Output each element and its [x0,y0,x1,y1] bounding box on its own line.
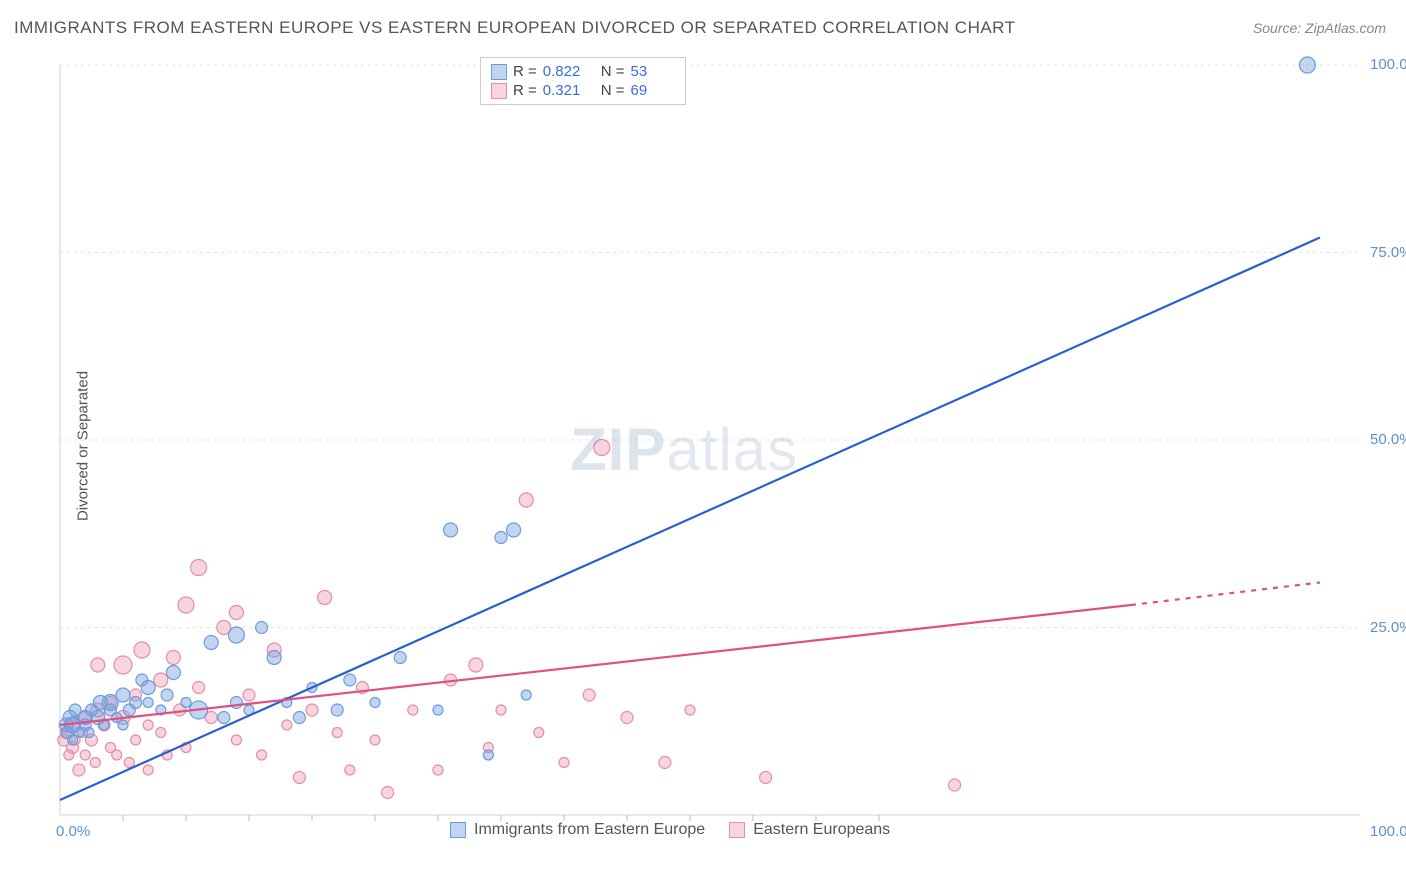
stats-text: 0.822 [543,63,587,80]
stats-row: R = 0.822 N = 53 [491,62,675,81]
stats-row: R = 0.321 N = 69 [491,81,675,100]
stats-text: R = [513,82,537,99]
series-legend: Immigrants from Eastern Europe Eastern Eu… [450,821,890,839]
source-attribution: Source: ZipAtlas.com [1253,20,1386,36]
correlation-stats-box: R = 0.822 N = 53 R = 0.321 N = 69 [480,57,686,105]
scatter-chart [50,55,1370,835]
chart-title: IMMIGRANTS FROM EASTERN EUROPE VS EASTER… [14,18,1016,38]
stats-text: N = [601,63,625,80]
axis-tick-label: 50.0% [1370,431,1406,448]
legend-swatch-icon [729,822,745,838]
legend-swatch-icon [450,822,466,838]
series-swatch-icon [491,64,507,80]
legend-label: Eastern Europeans [753,821,890,839]
axis-tick-label: 100.0% [1370,56,1406,73]
stats-text: 69 [631,82,675,99]
plot-area: ZIPatlas R =0.822N =53R =0.321N =69 Immi… [50,55,1370,835]
axis-tick-label: 100.0% [1370,823,1406,840]
axis-tick-label: 75.0% [1370,244,1406,261]
series-swatch-icon [491,83,507,99]
stats-text: 53 [631,63,675,80]
legend-item: Immigrants from Eastern Europe [450,821,705,839]
axis-tick-label: 0.0% [56,823,90,840]
stats-text: R = [513,63,537,80]
stats-text: N = [601,82,625,99]
legend-item: Eastern Europeans [729,821,890,839]
legend-label: Immigrants from Eastern Europe [474,821,705,839]
axis-tick-label: 25.0% [1370,619,1406,636]
stats-text: 0.321 [543,82,587,99]
